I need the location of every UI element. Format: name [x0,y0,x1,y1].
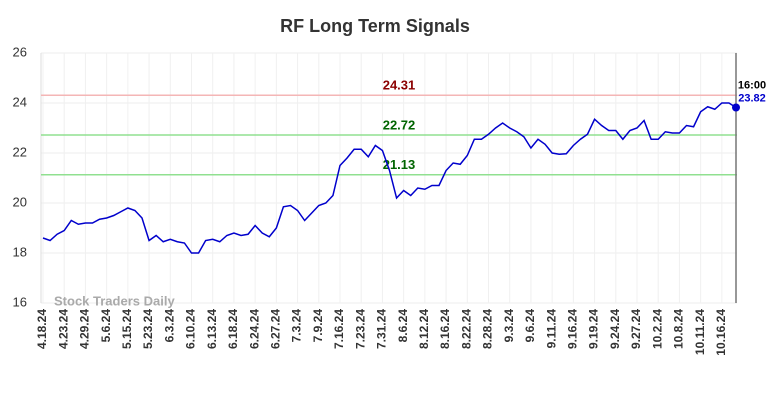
x-tick-label: 9.19.24 [587,309,601,349]
x-tick-label: 4.23.24 [56,309,70,349]
reference-label: 24.31 [383,78,416,93]
x-tick-label: 5.6.24 [99,309,113,343]
x-tick-label: 7.31.24 [375,309,389,349]
x-tick-label: 8.6.24 [396,309,410,343]
x-tick-label: 8.16.24 [438,309,452,349]
x-tick-label: 5.23.24 [141,309,155,349]
x-tick-label: 4.18.24 [35,309,49,349]
x-tick-label: 9.6.24 [523,309,537,343]
x-tick-label: 10.16.24 [714,309,728,356]
x-tick-label: 6.27.24 [269,309,283,349]
last-time-label: 16:00 [738,79,766,91]
x-tick-label: 9.27.24 [629,309,643,349]
chart-title: RF Long Term Signals [280,16,470,36]
x-tick-label: 9.24.24 [608,309,622,349]
reference-label: 21.13 [383,157,416,172]
x-tick-label: 9.16.24 [566,309,580,349]
price-line [42,102,737,254]
x-tick-label: 7.3.24 [290,309,304,343]
x-tick-label: 6.3.24 [162,309,176,343]
x-tick-label: 10.11.24 [693,309,707,355]
y-tick-label: 22 [13,144,27,159]
x-tick-label: 10.8.24 [672,309,686,349]
y-tick-label: 18 [13,244,27,259]
x-tick-label: 8.28.24 [481,309,495,349]
reference-label: 22.72 [383,117,416,132]
y-tick-label: 16 [13,294,27,309]
watermark: Stock Traders Daily [54,293,175,308]
x-tick-label: 4.29.24 [78,309,92,349]
x-tick-label: 8.22.24 [459,309,473,349]
y-tick-label: 20 [13,194,27,209]
x-tick-label: 6.24.24 [247,309,261,349]
last-point [732,103,740,112]
x-tick-label: 9.11.24 [544,309,558,349]
x-tick-label: 8.12.24 [417,309,431,349]
last-value-label: 23.82 [738,92,766,104]
x-tick-label: 5.15.24 [120,309,134,349]
x-tick-label: 7.23.24 [353,309,367,349]
y-tick-label: 26 [13,44,27,59]
x-tick-label: 9.3.24 [502,309,516,343]
x-tick-label: 6.10.24 [184,309,198,349]
x-tick-label: 7.16.24 [332,309,346,349]
x-tick-label: 10.2.24 [650,309,664,349]
x-tick-label: 7.9.24 [311,309,325,343]
y-tick-label: 24 [13,94,27,109]
x-tick-label: 6.18.24 [226,309,240,349]
x-tick-label: 6.13.24 [205,309,219,349]
